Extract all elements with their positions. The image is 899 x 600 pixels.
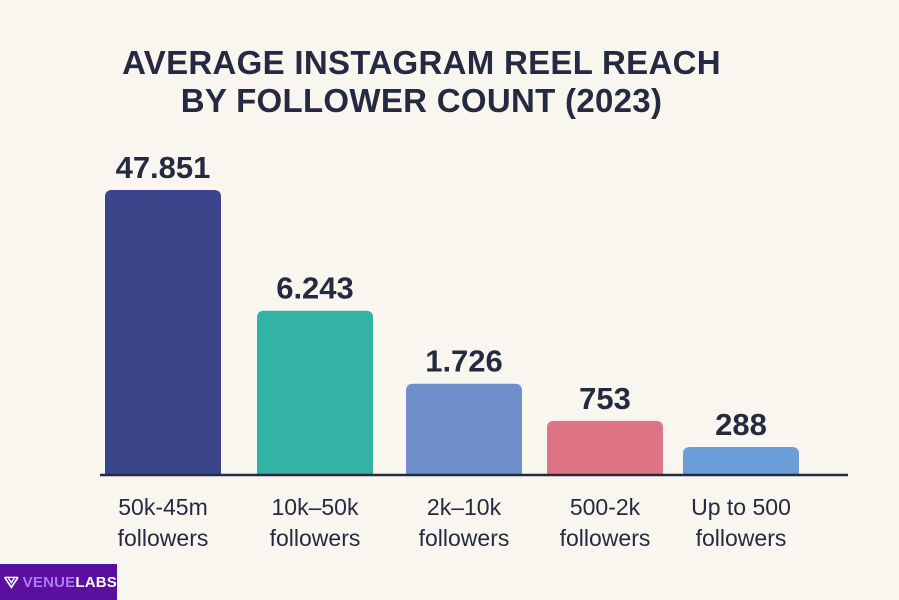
bar — [105, 190, 221, 474]
bar — [547, 420, 663, 474]
category-label-range: 10k–50k — [272, 494, 359, 520]
category-label-range: Up to 500 — [691, 494, 791, 520]
bar — [406, 383, 522, 474]
value-label: 753 — [579, 381, 631, 416]
venuelabs-logo: VENUELABS — [0, 564, 117, 600]
bar — [683, 447, 799, 474]
logo-text-venue: VENUE — [22, 573, 76, 591]
logo-text: VENUELABS — [23, 574, 117, 591]
category-label-unit: followers — [118, 525, 209, 551]
category-label-unit: followers — [270, 525, 361, 551]
value-labels-group: 47.851 6.243 1.726 753 288 — [116, 150, 767, 442]
v-chevron-logo-icon — [4, 576, 19, 589]
category-label-unit: followers — [696, 525, 787, 551]
value-label: 1.726 — [425, 344, 503, 379]
category-label-unit: followers — [560, 525, 651, 551]
bar — [257, 310, 373, 474]
bars-group — [105, 190, 799, 474]
category-label-range: 2k–10k — [427, 494, 502, 520]
logo-text-labs: LABS — [75, 573, 117, 591]
category-label-unit: followers — [419, 525, 510, 551]
chart-title-line-1: AVERAGE INSTAGRAM REEL REACH — [122, 44, 721, 81]
category-labels-group: 50k-45m followers 10k–50k followers 2k–10k fo… — [118, 494, 791, 551]
chart-title: AVERAGE INSTAGRAM REEL REACH BY FOLLOWER… — [0, 44, 843, 120]
value-label: 6.243 — [276, 271, 354, 306]
value-label: 47.851 — [116, 150, 211, 185]
chart-title-line-2: BY FOLLOWER COUNT (2023) — [180, 82, 663, 119]
value-label: 288 — [715, 407, 767, 442]
category-label-range: 50k-45m — [118, 494, 207, 520]
category-label-range: 500-2k — [570, 494, 641, 520]
